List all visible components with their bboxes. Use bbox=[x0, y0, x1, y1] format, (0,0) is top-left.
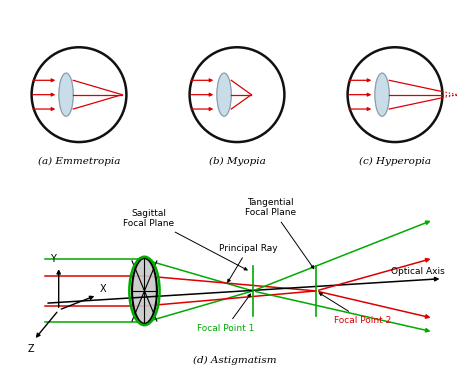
Ellipse shape bbox=[132, 258, 157, 324]
Ellipse shape bbox=[375, 73, 389, 116]
Text: Y: Y bbox=[50, 254, 56, 264]
Text: (c) Hyperopia: (c) Hyperopia bbox=[359, 156, 431, 166]
Text: Z: Z bbox=[27, 344, 34, 354]
Text: Focal Point 1: Focal Point 1 bbox=[197, 294, 255, 333]
Text: (a) Emmetropia: (a) Emmetropia bbox=[38, 156, 120, 166]
Ellipse shape bbox=[59, 73, 73, 116]
Text: Sagittal
Focal Plane: Sagittal Focal Plane bbox=[123, 209, 247, 270]
Text: Optical Axis: Optical Axis bbox=[391, 267, 445, 276]
Text: Tangential
Focal Plane: Tangential Focal Plane bbox=[245, 198, 314, 269]
Text: Principal Ray: Principal Ray bbox=[219, 244, 278, 282]
Text: X: X bbox=[100, 284, 106, 294]
Ellipse shape bbox=[217, 73, 231, 116]
Text: (d) Astigmatism: (d) Astigmatism bbox=[193, 356, 276, 365]
Text: Focal Point 2: Focal Point 2 bbox=[319, 293, 392, 325]
Text: (b) Myopia: (b) Myopia bbox=[209, 156, 265, 166]
